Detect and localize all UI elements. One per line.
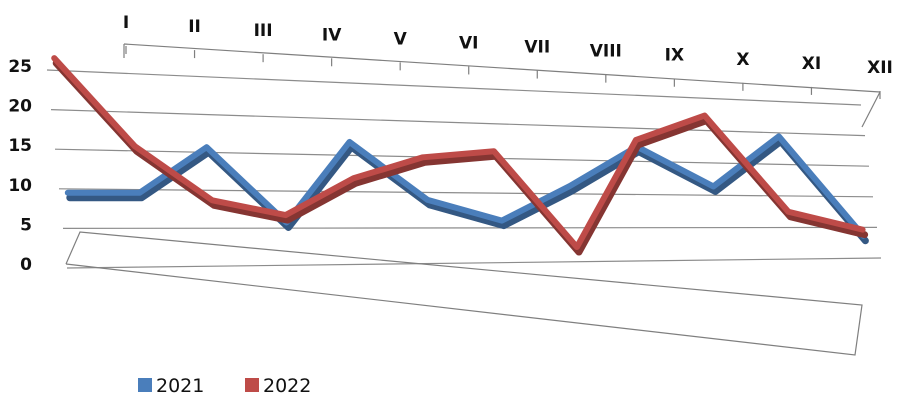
gridline [50, 109, 866, 137]
gridline [62, 226, 878, 229]
series-line [51, 55, 866, 251]
x-tick-label: III [254, 21, 273, 41]
x-tick-label: II [188, 17, 201, 37]
y-tick-label: 0 [20, 255, 32, 275]
x-tick-label: XI [802, 54, 821, 74]
x-tick-label: I [123, 13, 129, 33]
x-tick-label: VII [524, 38, 550, 58]
series-lines [51, 55, 869, 256]
y-tick-label: 20 [8, 97, 32, 117]
y-tick-label: 25 [8, 57, 32, 77]
x-tick-label: VIII [590, 42, 622, 62]
y-tick-label: 15 [8, 136, 32, 156]
legend: 2021 2022 [138, 375, 311, 397]
legend-label: 2021 [156, 375, 204, 397]
series-line-shadow [66, 137, 869, 245]
gridline [66, 257, 882, 269]
legend-label: 2022 [263, 375, 311, 397]
floor-plane [65, 231, 863, 356]
axis-edge [861, 91, 881, 128]
x-axis-ticks: I II III IV V VI VII VIII IX X XI XII [123, 13, 893, 99]
x-tick-label: IV [322, 25, 342, 45]
series-line [64, 133, 867, 239]
y-axis-ticks: 0 5 10 15 20 25 [8, 57, 32, 275]
x-tick-label: V [394, 29, 408, 49]
x-tick-label: XII [867, 58, 893, 78]
y-tick-label: 10 [8, 176, 32, 196]
x-tick-label: VI [459, 33, 478, 53]
plot-frame [65, 43, 881, 356]
series-2021 [64, 133, 869, 245]
x-tick-label: X [736, 50, 749, 70]
gridline [58, 188, 874, 198]
legend-swatch [245, 378, 259, 392]
legend-swatch [138, 378, 152, 392]
top-edge [123, 43, 881, 93]
series-2022 [51, 55, 869, 256]
y-tick-label: 5 [20, 215, 32, 235]
x-tick-label: IX [665, 46, 684, 66]
gridline [46, 69, 862, 106]
